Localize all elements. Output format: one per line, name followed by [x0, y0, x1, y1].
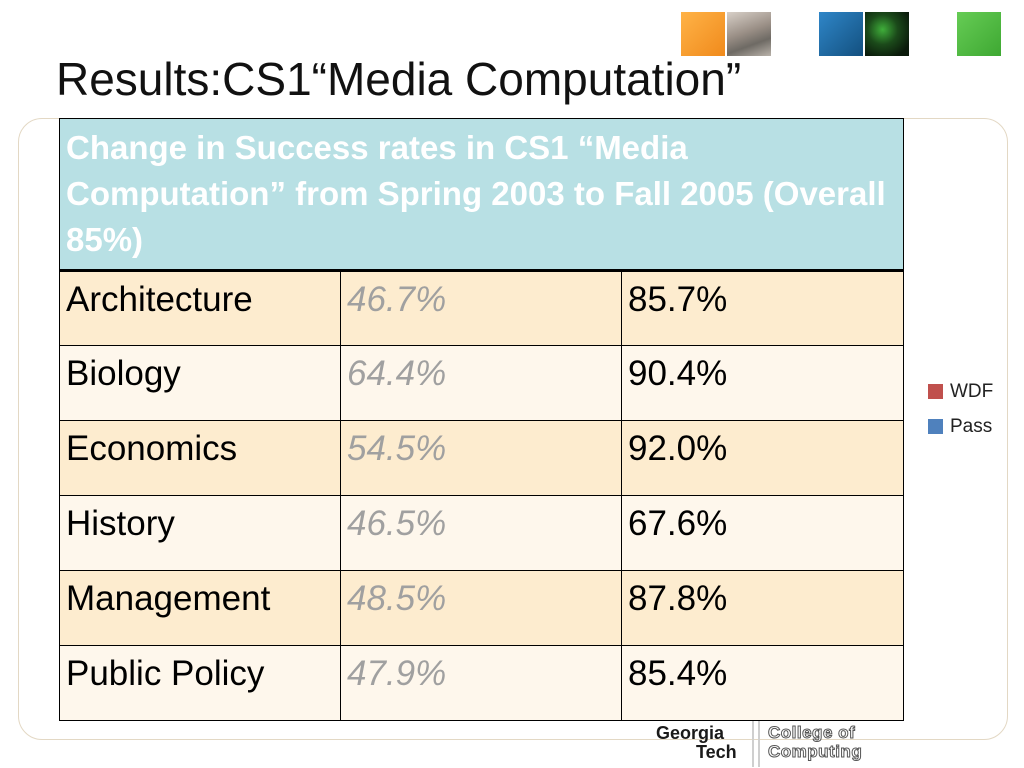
table-header: Change in Success rates in CS1 “Media Co…: [59, 118, 904, 272]
legend-item-wdf: WDF: [928, 374, 993, 409]
table-row: Biology 64.4% 90.4%: [59, 345, 904, 421]
wdf-rate-cell: 54.5%: [340, 420, 622, 496]
legend-label: WDF: [950, 380, 994, 402]
pass-swatch: [928, 419, 943, 434]
pass-rate-cell: 87.8%: [621, 570, 904, 646]
slide-title: Results:CS1“Media Computation”: [56, 53, 742, 105]
orange-square-image: [681, 12, 725, 56]
table-row: History 46.5% 67.6%: [59, 495, 904, 571]
legend-label: Pass: [950, 415, 993, 437]
major-cell: Management: [59, 570, 341, 646]
pass-rate-cell: 90.4%: [621, 345, 904, 421]
wdf-rate-cell: 46.5%: [340, 495, 622, 571]
wdf-rate-cell: 64.4%: [340, 345, 622, 421]
logo-tech-text: Tech: [696, 742, 737, 762]
results-table: Change in Success rates in CS1 “Media Co…: [59, 118, 904, 721]
header-decoration: [0, 12, 1024, 58]
wdf-rate-cell: 46.7%: [340, 270, 622, 346]
campus-photo-image: [727, 12, 771, 56]
pass-rate-cell: 92.0%: [621, 420, 904, 496]
wdf-swatch: [928, 384, 943, 399]
table-row: Public Policy 47.9% 85.4%: [59, 645, 904, 721]
pass-rate-cell: 85.7%: [621, 270, 904, 346]
table-row: Management 48.5% 87.8%: [59, 570, 904, 646]
wdf-rate-cell: 48.5%: [340, 570, 622, 646]
major-cell: Economics: [59, 420, 341, 496]
wdf-rate-cell: 47.9%: [340, 645, 622, 721]
chart-legend: WDF Pass: [928, 374, 993, 444]
table-row: Economics 54.5% 92.0%: [59, 420, 904, 496]
green-square-image: [957, 12, 1001, 56]
logo-computing-text: Computing: [767, 742, 863, 761]
legend-item-pass: Pass: [928, 409, 993, 444]
pass-rate-cell: 85.4%: [621, 645, 904, 721]
blue-square-image: [819, 12, 863, 56]
logo-divider: [752, 721, 760, 767]
network-photo-image: [865, 12, 909, 56]
major-cell: Public Policy: [59, 645, 341, 721]
major-cell: Architecture: [59, 270, 341, 346]
georgia-tech-logo: Georgia Tech College of Computing: [656, 721, 886, 767]
table-row: Architecture 46.7% 85.7%: [59, 270, 904, 346]
major-cell: History: [59, 495, 341, 571]
logo-georgia-text: Georgia: [656, 723, 725, 743]
pass-rate-cell: 67.6%: [621, 495, 904, 571]
major-cell: Biology: [59, 345, 341, 421]
logo-college-text: College of: [767, 723, 856, 742]
